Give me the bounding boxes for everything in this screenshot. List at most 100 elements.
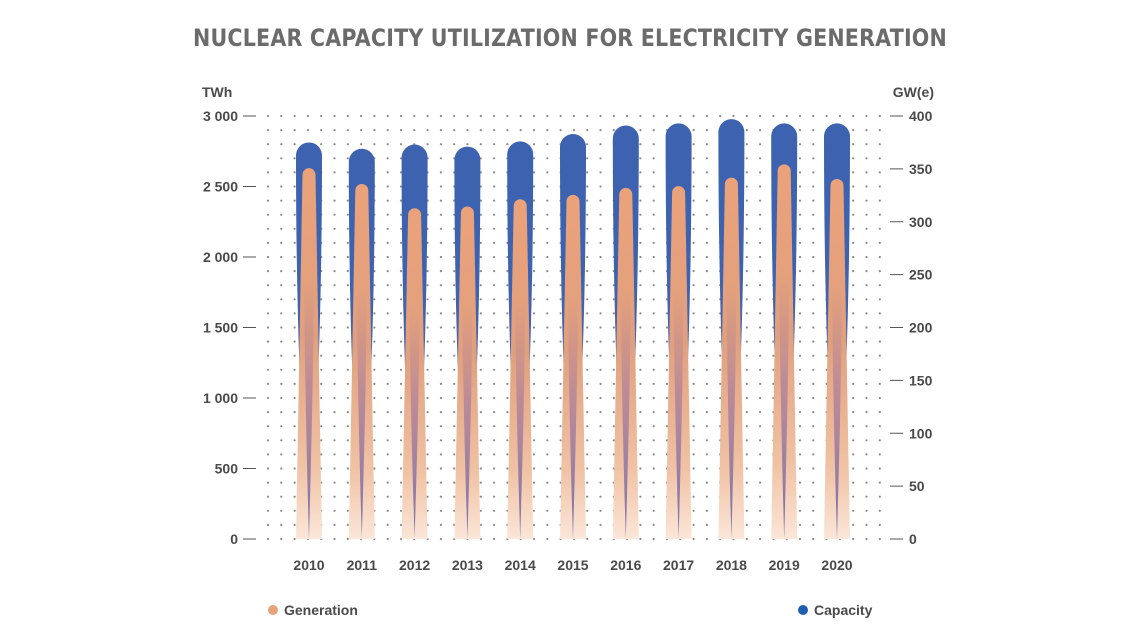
grid-dot: [546, 467, 549, 470]
grid-dot: [745, 537, 748, 541]
grid-dot: [652, 354, 655, 357]
grid-dot: [346, 411, 349, 414]
grid-dot: [373, 326, 376, 329]
grid-dot: [386, 129, 389, 132]
grid-dot: [333, 382, 336, 385]
grid-dot: [373, 425, 376, 428]
grid-dot: [692, 255, 695, 259]
grid-dot: [320, 439, 323, 442]
grid-dot: [333, 129, 336, 132]
grid-dot: [745, 523, 748, 527]
grid-dot: [745, 114, 748, 118]
grid-dot: [399, 537, 403, 541]
grid-dot: [586, 495, 589, 498]
grid-dot: [639, 354, 642, 357]
grid-dot: [812, 382, 815, 385]
bars: [296, 119, 850, 540]
grid-dot: [586, 143, 589, 146]
grid-dot: [745, 255, 748, 259]
grid-dot: [812, 129, 815, 132]
grid-dot: [266, 354, 270, 357]
grid-dot: [280, 157, 283, 160]
right-tick-label: 0: [909, 531, 917, 547]
grid-dot: [692, 129, 695, 132]
grid-dot: [852, 396, 855, 400]
grid-dot: [852, 368, 855, 371]
grid-dot: [399, 255, 403, 259]
grid-dot: [878, 157, 881, 160]
grid-dot: [360, 114, 363, 118]
grid-dot: [532, 537, 536, 541]
grid-dot: [479, 213, 482, 216]
grid-dot: [878, 185, 881, 188]
grid-dot: [266, 129, 270, 132]
grid-dot: [692, 213, 695, 216]
grid-dot: [865, 396, 868, 400]
grid-dot: [652, 143, 655, 146]
grid-dot: [346, 495, 349, 498]
grid-dot: [280, 509, 283, 512]
grid-dot: [293, 171, 296, 174]
grid-dot: [745, 425, 748, 428]
grid-dot: [546, 284, 549, 287]
grid-dot: [798, 382, 802, 385]
grid-dot: [386, 298, 389, 301]
grid-dot: [745, 467, 748, 470]
grid-dot: [745, 213, 748, 216]
grid-dot: [493, 270, 496, 273]
grid-dot: [665, 382, 669, 385]
grid-dot: [479, 255, 482, 259]
grid-dot: [759, 439, 762, 442]
grid-dot: [426, 298, 429, 301]
grid-dot: [333, 340, 336, 343]
grid-dot: [293, 382, 296, 385]
grid-dot: [493, 495, 496, 498]
grid-dot: [532, 199, 536, 202]
grid-dot: [453, 227, 456, 230]
grid-dot: [759, 227, 762, 230]
grid-dot: [745, 270, 748, 273]
grid-dot: [293, 114, 296, 118]
grid-dot: [652, 213, 655, 216]
grid-dot: [798, 199, 802, 202]
grid-dot: [759, 495, 762, 498]
grid-dot: [798, 481, 802, 484]
grid-dot: [479, 354, 482, 357]
grid-dot: [493, 537, 496, 541]
grid-dot: [546, 157, 549, 160]
grid-dot: [705, 382, 709, 385]
grid-dot: [586, 298, 589, 301]
grid-dot: [293, 284, 296, 287]
grid-dot: [865, 298, 868, 301]
grid-dot: [532, 411, 536, 414]
grid-dot: [878, 171, 881, 174]
grid-dot: [399, 199, 403, 202]
grid-dot: [266, 171, 270, 174]
grid-dot: [759, 255, 762, 259]
grid-dot: [798, 227, 802, 230]
grid-dot: [293, 354, 296, 357]
grid-dot: [878, 509, 881, 512]
grid-dot: [373, 284, 376, 287]
grid-dot: [798, 340, 802, 343]
grid-dot: [865, 213, 868, 216]
grid-dot: [705, 312, 709, 315]
grid-dot: [865, 171, 868, 174]
grid-dot: [453, 114, 456, 118]
grid-dot: [479, 481, 482, 484]
grid-dot: [705, 185, 709, 188]
grid-dot: [360, 143, 363, 146]
grid-dot: [852, 213, 855, 216]
grid-dot: [532, 495, 536, 498]
grid-dot: [546, 255, 549, 259]
grid-dot: [479, 326, 482, 329]
grid-dot: [719, 396, 722, 400]
grid-dot: [865, 481, 868, 484]
grid-dot: [346, 213, 349, 216]
grid-dot: [612, 396, 615, 400]
grid-dot: [439, 270, 442, 273]
grid-dot: [798, 312, 802, 315]
grid-dot: [798, 284, 802, 287]
grid-dot: [399, 312, 403, 315]
grid-dot: [453, 354, 456, 357]
